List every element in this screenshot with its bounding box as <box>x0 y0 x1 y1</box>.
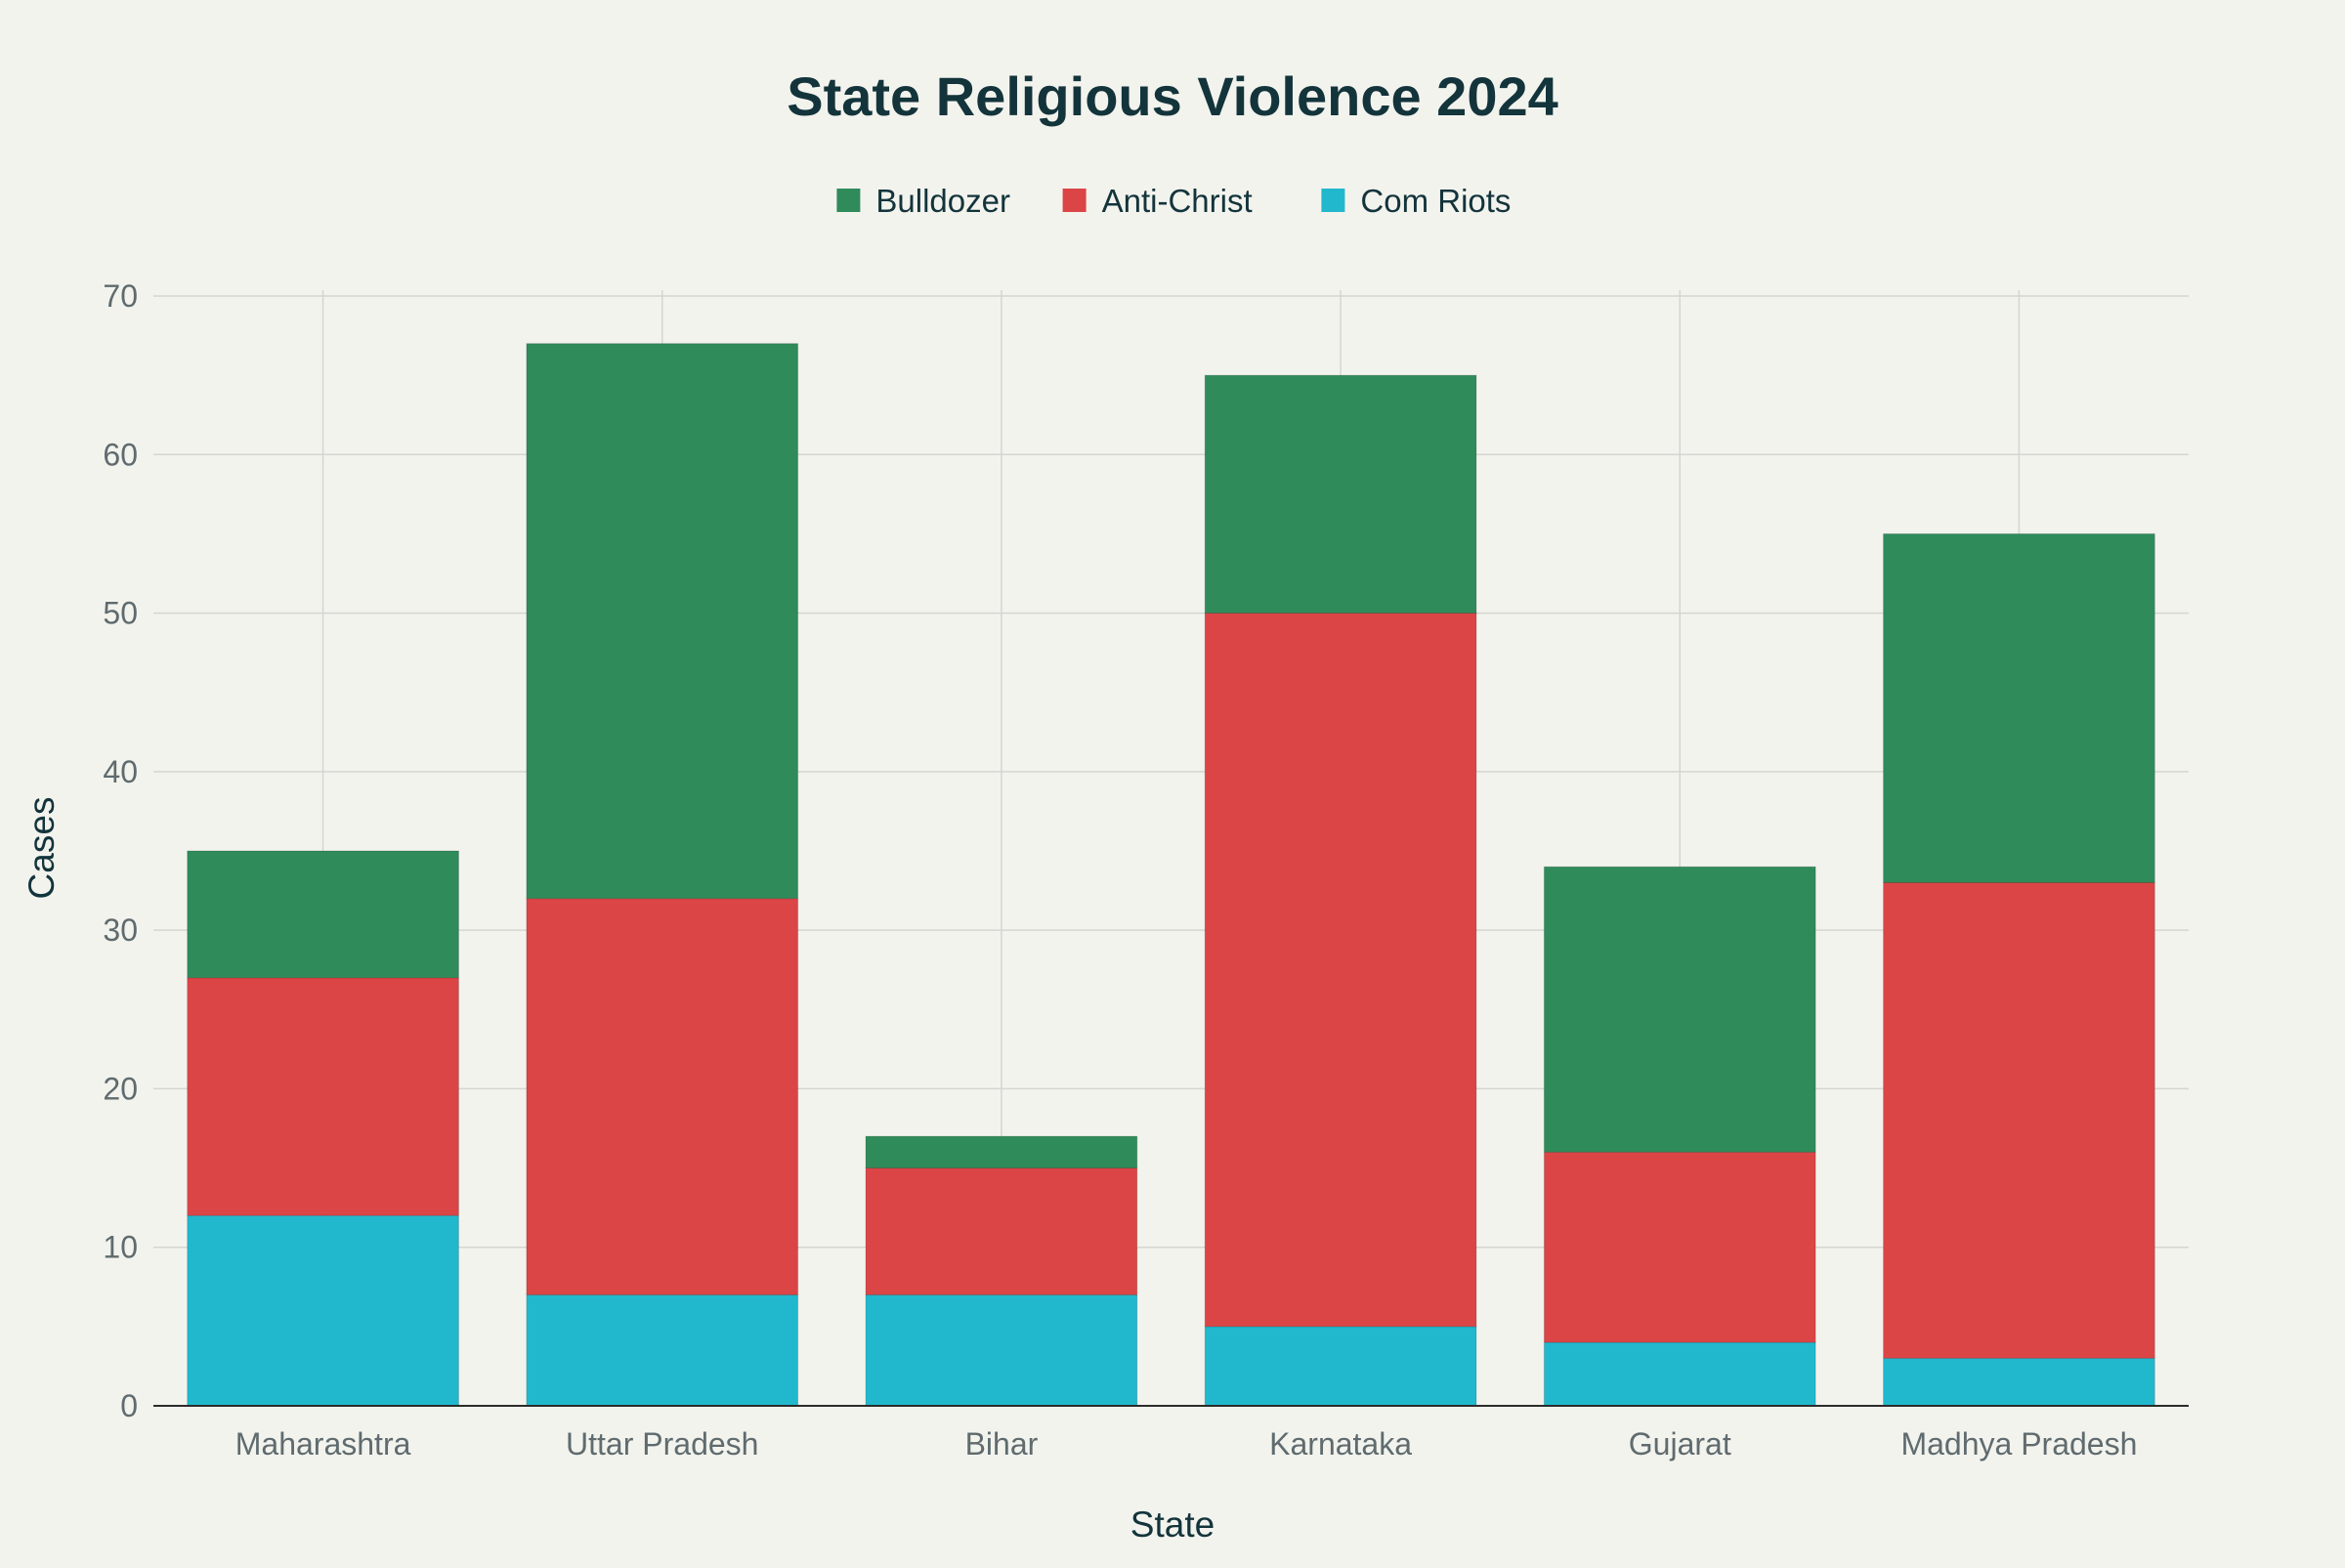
bar-anti-christ[interactable] <box>1204 613 1477 1328</box>
legend-label: Anti-Christ <box>1102 183 1253 219</box>
y-tick-labels: 0 10 20 30 40 50 60 70 <box>103 278 138 1423</box>
bar-com-riots[interactable] <box>1883 1357 2155 1407</box>
bar-stack <box>187 850 459 1407</box>
y-tick-label: 50 <box>103 596 138 631</box>
legend-item-anti-christ[interactable]: Anti-Christ <box>1062 183 1253 219</box>
legend-item-com-riots[interactable]: Com Riots <box>1321 183 1511 219</box>
bar-stack <box>1543 866 1816 1407</box>
x-tick-label: Karnataka <box>1269 1426 1412 1462</box>
y-tick-label: 60 <box>103 437 138 472</box>
legend-label: Bulldozer <box>875 183 1010 219</box>
bar-bulldozer[interactable] <box>187 850 459 979</box>
legend-swatch <box>1321 189 1345 212</box>
bar-anti-christ[interactable] <box>526 898 799 1295</box>
bar-stack <box>526 343 799 1407</box>
y-tick-label: 40 <box>103 754 138 789</box>
y-tick-label: 0 <box>120 1388 138 1423</box>
y-axis-title: Cases <box>21 797 62 900</box>
legend-swatch <box>836 189 861 212</box>
bar-bulldozer[interactable] <box>865 1135 1138 1169</box>
bar-bulldozer[interactable] <box>1883 532 2155 883</box>
y-tick-label: 30 <box>103 912 138 948</box>
bar-bulldozer[interactable] <box>1204 374 1477 614</box>
x-tick-label: Uttar Pradesh <box>566 1426 758 1462</box>
chart-title: State Religious Violence 2024 <box>787 65 1558 127</box>
bar-anti-christ[interactable] <box>865 1167 1138 1295</box>
legend-swatch <box>1062 189 1087 212</box>
x-tick-label: Bihar <box>965 1426 1039 1462</box>
bar-bulldozer[interactable] <box>1543 866 1816 1153</box>
bars <box>187 343 2155 1407</box>
bar-com-riots[interactable] <box>187 1214 459 1407</box>
y-tick-label: 70 <box>103 278 138 314</box>
bar-com-riots[interactable] <box>1543 1341 1816 1407</box>
legend: Bulldozer Anti-Christ Com Riots <box>836 183 1511 219</box>
y-tick-label: 10 <box>103 1230 138 1265</box>
bar-stack <box>865 1135 1138 1407</box>
bar-com-riots[interactable] <box>526 1293 799 1407</box>
y-tick-label: 20 <box>103 1071 138 1106</box>
bar-anti-christ[interactable] <box>1543 1151 1816 1343</box>
bar-bulldozer[interactable] <box>526 343 799 900</box>
x-tick-label: Madhya Pradesh <box>1900 1426 2137 1462</box>
bar-anti-christ[interactable] <box>1883 881 2155 1359</box>
bar-anti-christ[interactable] <box>187 977 459 1216</box>
bar-com-riots[interactable] <box>865 1293 1138 1407</box>
bar-com-riots[interactable] <box>1204 1326 1477 1407</box>
legend-item-bulldozer[interactable]: Bulldozer <box>836 183 1010 219</box>
x-tick-label: Maharashtra <box>235 1426 411 1462</box>
x-tick-label: Gujarat <box>1629 1426 1731 1462</box>
x-axis-title: State <box>1130 1504 1215 1545</box>
bar-stack <box>1883 532 2155 1407</box>
bar-stack <box>1204 374 1477 1407</box>
legend-label: Com Riots <box>1360 183 1511 219</box>
x-tick-labels: Maharashtra Uttar Pradesh Bihar Karnataka Gu… <box>235 1426 2138 1462</box>
